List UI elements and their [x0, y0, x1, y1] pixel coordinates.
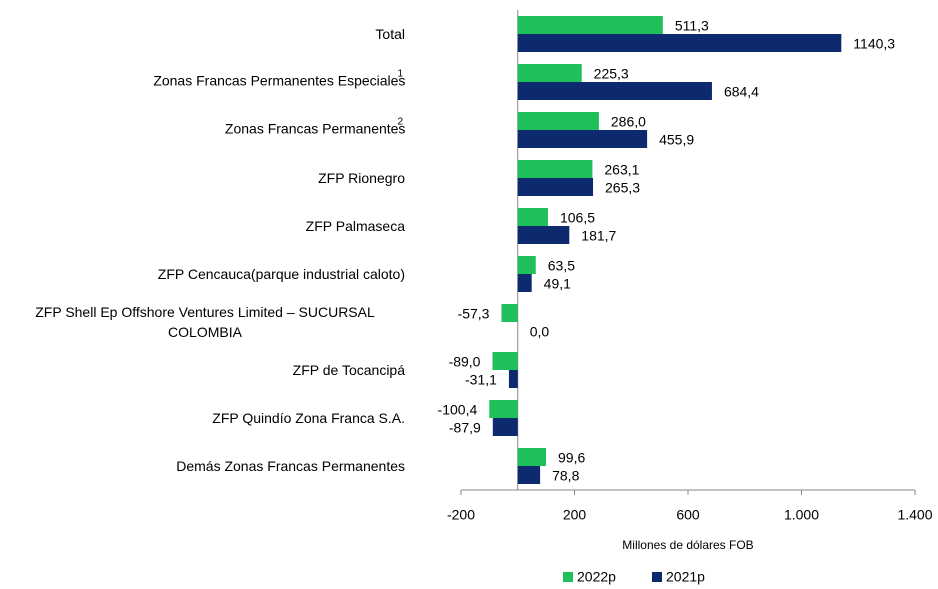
- category-label: ZFP de Tocancipá: [5, 360, 405, 380]
- bar: [517, 160, 593, 178]
- bar: [517, 64, 582, 82]
- bar: [517, 82, 712, 100]
- legend-swatch: [652, 572, 662, 582]
- value-label: 49,1: [544, 276, 571, 292]
- category-text: Zonas Francas Permanentes Especiales: [153, 72, 406, 89]
- x-tick-label: 1.000: [784, 507, 819, 523]
- value-label: 78,8: [552, 468, 579, 484]
- category-label: ZFP Rionegro: [5, 168, 405, 188]
- bar: [517, 256, 536, 274]
- bar: [517, 208, 548, 226]
- x-tick-label: 200: [563, 507, 587, 523]
- category-label: ZFP Cencauca(parque industrial caloto): [5, 264, 405, 284]
- legend-label: 2021p: [666, 569, 705, 585]
- category-label: Zonas Francas Permanentes Especiales1: [5, 68, 406, 94]
- bar: [517, 226, 570, 244]
- legend-label: 2022p: [577, 569, 616, 585]
- bar: [492, 352, 518, 370]
- x-axis-label: Millones de dólares FOB: [622, 538, 753, 552]
- category-text: ZFP Palmaseca: [305, 218, 405, 234]
- category-label: ZFP Quindío Zona Franca S.A.: [5, 408, 405, 428]
- value-label: -87,9: [449, 420, 481, 436]
- category-text: Demás Zonas Francas Permanentes: [176, 458, 405, 474]
- footnote-mark: 1: [397, 68, 403, 80]
- value-label: -57,3: [458, 306, 490, 322]
- value-label: 511,3: [675, 18, 709, 34]
- category-label: Demás Zonas Francas Permanentes: [5, 456, 405, 476]
- bar: [489, 400, 518, 418]
- value-label: -31,1: [465, 372, 497, 388]
- category-label: ZFP Palmaseca: [5, 216, 405, 236]
- bar: [517, 448, 547, 466]
- value-label: 286,0: [611, 114, 646, 130]
- bar: [492, 418, 518, 436]
- value-label: 181,7: [581, 228, 616, 244]
- bar: [517, 16, 663, 34]
- bar: [517, 130, 648, 148]
- bar: [508, 370, 518, 388]
- bar: [517, 34, 842, 52]
- value-label: 225,3: [594, 66, 629, 82]
- bar: [517, 178, 594, 196]
- legend-swatch: [563, 572, 573, 582]
- value-label: 265,3: [605, 180, 640, 196]
- value-label: 63,5: [548, 258, 575, 274]
- category-text: ZFP Rionegro: [318, 170, 405, 186]
- category-text: Zonas Francas Permanentes: [224, 120, 406, 137]
- category-text: ZFP de Tocancipá: [292, 362, 405, 378]
- category-text: ZFP Shell Ep Offshore Ventures Limited –…: [35, 304, 375, 340]
- value-label: 99,6: [558, 450, 585, 466]
- bar: [517, 112, 599, 130]
- value-label: 455,9: [659, 132, 694, 148]
- bar: [501, 304, 518, 322]
- category-text: ZFP Quindío Zona Franca S.A.: [212, 410, 405, 426]
- value-label: 106,5: [560, 210, 595, 226]
- category-label: ZFP Shell Ep Offshore Ventures Limited –…: [5, 302, 405, 342]
- x-tick-label: -200: [447, 507, 475, 523]
- category-label: Total: [5, 24, 405, 44]
- category-text: Total: [375, 26, 405, 42]
- x-tick-label: 1.400: [897, 507, 932, 523]
- x-tick-label: 600: [676, 507, 700, 523]
- bar: [517, 466, 541, 484]
- value-label: -100,4: [438, 402, 478, 418]
- footnote-mark: 2: [397, 116, 403, 128]
- value-label: -89,0: [449, 354, 481, 370]
- category-label: Zonas Francas Permanentes2: [5, 116, 406, 142]
- value-label: 0,0: [530, 324, 550, 340]
- category-text: ZFP Cencauca(parque industrial caloto): [157, 266, 405, 282]
- value-label: 684,4: [724, 84, 759, 100]
- value-label: 263,1: [604, 162, 639, 178]
- value-label: 1140,3: [853, 36, 895, 52]
- bar: [517, 274, 532, 292]
